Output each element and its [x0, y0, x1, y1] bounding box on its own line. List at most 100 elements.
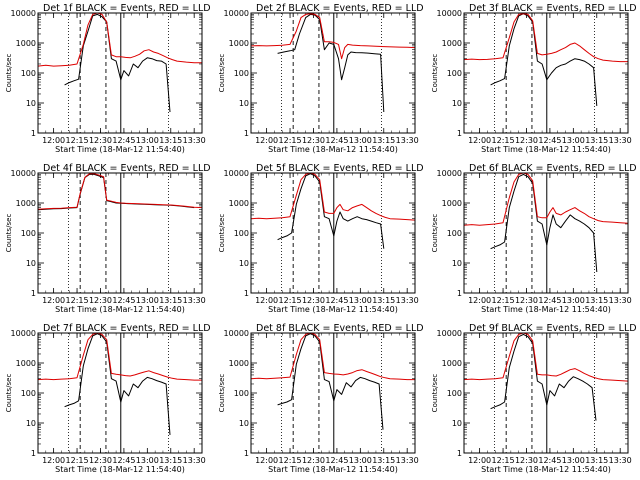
- panel-4: Det 4f BLACK = Events, RED = LLD 1 10 100 10…: [5, 163, 211, 314]
- y-tick-label: 1: [457, 129, 462, 138]
- y-tick-label: 1: [244, 289, 249, 298]
- x-tick-label: 13:30: [183, 136, 206, 145]
- x-axis-label: Start Time (18-Mar-12 11:54:40): [55, 305, 185, 314]
- lld-series-line: [464, 333, 628, 382]
- x-tick-label: 13:00: [562, 296, 585, 305]
- y-tick-label: 1: [31, 289, 36, 298]
- panel-title: Det 6f BLACK = Events, RED = LLD: [469, 163, 637, 174]
- x-tick-label: 12:30: [302, 136, 325, 145]
- x-tick-label: 13:15: [585, 136, 608, 145]
- series-group: [38, 173, 202, 211]
- y-tick-label: 10000: [11, 169, 36, 178]
- x-tick-label: 13:30: [609, 136, 632, 145]
- panel-title: Det 9f BLACK = Events, RED = LLD: [469, 323, 637, 334]
- x-axis-label: Start Time (18-Mar-12 11:54:40): [481, 465, 611, 474]
- x-tick-label: 12:15: [66, 136, 89, 145]
- x-tick-label: 13:30: [396, 136, 419, 145]
- x-tick-label: 12:15: [66, 296, 89, 305]
- series-group: [464, 333, 628, 421]
- x-tick-label: 13:30: [396, 456, 419, 465]
- x-tick-label: 13:15: [159, 136, 182, 145]
- x-tick-label: 12:00: [255, 456, 278, 465]
- y-tick-label: 100: [447, 229, 462, 238]
- x-tick-label: 13:30: [609, 456, 632, 465]
- x-tick-label: 13:15: [585, 296, 608, 305]
- x-axis-label: Start Time (18-Mar-12 11:54:40): [268, 305, 398, 314]
- y-tick-label: 10000: [437, 169, 462, 178]
- y-tick-label: 100: [447, 69, 462, 78]
- lld-series-line: [38, 333, 202, 381]
- x-axis-label: Start Time (18-Mar-12 11:54:40): [55, 145, 185, 154]
- events-series-line: [490, 13, 598, 106]
- y-tick-label: 100: [21, 69, 36, 78]
- y-axis-label: Counts/sec: [218, 54, 226, 93]
- x-tick-label: 12:00: [255, 296, 278, 305]
- panel-6: Det 6f BLACK = Events, RED = LLD 1 10 100 10…: [431, 163, 637, 314]
- x-tick-label: 12:15: [492, 456, 515, 465]
- panel-title: Det 1f BLACK = Events, RED = LLD: [43, 3, 211, 14]
- series-group: [464, 173, 628, 273]
- panel-title: Det 5f BLACK = Events, RED = LLD: [256, 163, 424, 174]
- y-tick-label: 1000: [16, 359, 36, 368]
- x-axis-label: Start Time (18-Mar-12 11:54:40): [268, 465, 398, 474]
- events-series-line: [277, 13, 385, 113]
- y-tick-label: 10000: [11, 329, 36, 338]
- y-tick-label: 100: [21, 389, 36, 398]
- x-tick-label: 12:00: [468, 136, 491, 145]
- x-tick-label: 12:00: [255, 136, 278, 145]
- y-tick-label: 1000: [229, 39, 249, 48]
- y-tick-label: 10: [239, 99, 249, 108]
- x-tick-label: 12:00: [468, 296, 491, 305]
- series-group: [251, 173, 415, 249]
- y-tick-label: 10: [239, 419, 249, 428]
- x-tick-label: 13:30: [609, 296, 632, 305]
- y-tick-label: 1000: [229, 359, 249, 368]
- x-tick-label: 12:45: [112, 136, 135, 145]
- y-tick-label: 1: [244, 129, 249, 138]
- series-group: [38, 13, 202, 113]
- panel-title: Det 2f BLACK = Events, RED = LLD: [256, 3, 424, 14]
- x-tick-label: 12:15: [492, 296, 515, 305]
- x-tick-label: 12:30: [89, 456, 112, 465]
- x-tick-label: 13:00: [349, 136, 372, 145]
- x-tick-label: 12:45: [325, 456, 348, 465]
- y-tick-label: 10000: [437, 9, 462, 18]
- x-tick-label: 12:15: [66, 456, 89, 465]
- lld-series-line: [464, 173, 628, 226]
- x-tick-label: 13:00: [136, 456, 159, 465]
- x-tick-label: 12:00: [42, 136, 65, 145]
- x-tick-label: 12:45: [538, 136, 561, 145]
- x-axis-label: Start Time (18-Mar-12 11:54:40): [481, 145, 611, 154]
- x-tick-label: 12:00: [42, 296, 65, 305]
- lld-series-line: [251, 173, 415, 221]
- y-tick-label: 10000: [224, 169, 249, 178]
- y-axis-label: Counts/sec: [218, 374, 226, 413]
- events-series-line: [64, 13, 171, 113]
- y-tick-label: 10: [239, 259, 249, 268]
- plot-frame: [250, 12, 416, 134]
- panel-8: Det 8f BLACK = Events, RED = LLD 1 10 100 10…: [218, 323, 424, 474]
- events-series-line: [490, 173, 598, 273]
- plot-frame: [463, 332, 629, 454]
- x-tick-label: 12:30: [302, 296, 325, 305]
- y-tick-label: 10: [452, 99, 462, 108]
- y-tick-label: 1000: [16, 39, 36, 48]
- y-tick-label: 1: [244, 449, 249, 458]
- events-series-line: [64, 333, 171, 435]
- series-group: [251, 333, 415, 430]
- plot-frame: [37, 172, 203, 294]
- x-tick-label: 12:15: [279, 456, 302, 465]
- y-tick-label: 100: [234, 389, 249, 398]
- x-tick-label: 12:45: [325, 296, 348, 305]
- plot-frame: [37, 12, 203, 134]
- x-tick-label: 13:15: [372, 136, 395, 145]
- x-tick-label: 13:30: [183, 296, 206, 305]
- panel-7: Det 7f BLACK = Events, RED = LLD 1 10 100 10…: [5, 323, 211, 474]
- x-axis-label: Start Time (18-Mar-12 11:54:40): [481, 305, 611, 314]
- x-tick-label: 12:15: [492, 136, 515, 145]
- events-series-line: [277, 333, 384, 430]
- panel-2: Det 2f BLACK = Events, RED = LLD 1 10 100 10…: [218, 3, 424, 154]
- y-tick-label: 1: [31, 449, 36, 458]
- x-tick-label: 13:15: [372, 296, 395, 305]
